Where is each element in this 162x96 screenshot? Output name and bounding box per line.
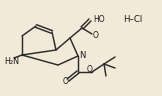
Text: O: O — [93, 31, 99, 39]
Text: N: N — [79, 50, 85, 60]
Text: HO: HO — [93, 14, 105, 24]
Text: H₂N: H₂N — [4, 58, 19, 67]
Text: O: O — [63, 77, 69, 86]
Text: O: O — [87, 65, 93, 74]
Text: H–Cl: H–Cl — [123, 15, 143, 24]
